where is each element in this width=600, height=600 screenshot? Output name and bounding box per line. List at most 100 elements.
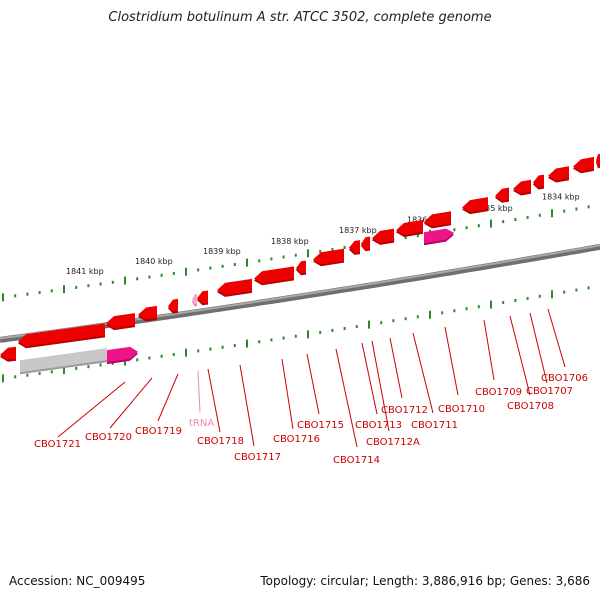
cds-feature[interactable]: [217, 278, 252, 297]
cds-feature-body: [596, 153, 600, 167]
cds-feature-body: [138, 305, 157, 320]
scale-label: 1838 kbp: [271, 237, 309, 246]
cds-feature[interactable]: [573, 156, 594, 174]
cds-feature-body: [168, 298, 178, 312]
gene-label[interactable]: CBO1711: [411, 420, 458, 431]
cds-feature-body: [18, 323, 105, 347]
gene-label[interactable]: CBO1712: [381, 405, 428, 416]
callout-line: [109, 377, 153, 429]
gene-label[interactable]: CBO1710: [438, 404, 485, 415]
callout-line: [57, 381, 126, 438]
gene-label[interactable]: CBO1716: [273, 434, 320, 445]
cds-feature[interactable]: [349, 240, 360, 255]
scale-label: 1837 kbp: [339, 226, 377, 235]
cds-feature[interactable]: [424, 211, 451, 229]
scale-label: 1834 kbp: [542, 193, 580, 202]
callout-line: [157, 373, 179, 422]
gene-label[interactable]: CBO1706: [541, 373, 588, 384]
gene-label[interactable]: CBO1712A: [366, 437, 420, 448]
cds-feature[interactable]: [533, 174, 544, 190]
cds-feature[interactable]: [548, 166, 569, 183]
callout-line: [281, 358, 294, 430]
cds-feature[interactable]: [0, 346, 16, 362]
gene-label[interactable]: CBO1707: [526, 386, 573, 397]
cds-feature[interactable]: [296, 260, 306, 276]
cds-feature-body: [313, 248, 344, 265]
cds-feature-body: [424, 211, 451, 227]
cds-feature-body: [217, 278, 252, 295]
cds-feature-body: [0, 346, 16, 360]
gene-label[interactable]: CBO1721: [34, 439, 81, 450]
cds-feature[interactable]: [18, 323, 105, 349]
cds-feature[interactable]: [254, 266, 294, 286]
callout-line: [207, 368, 221, 433]
callout-line: [371, 340, 390, 432]
topology-text: Topology: circular; Length: 3,886,916 bp…: [260, 574, 590, 588]
inner-tick-ring: [2, 286, 590, 383]
cds-feature[interactable]: [513, 179, 531, 196]
cds-feature-body: [513, 179, 531, 194]
callout-line: [389, 337, 403, 399]
callout-line: [197, 370, 201, 413]
cds-feature-body: [296, 260, 306, 274]
gene-label[interactable]: CBO1709: [475, 387, 522, 398]
callout-line: [509, 315, 531, 396]
cds-feature[interactable]: [396, 219, 423, 237]
cds-feature[interactable]: [313, 248, 344, 267]
accession-text: Accession: NC_009495: [9, 574, 146, 588]
cds-feature[interactable]: [168, 298, 178, 314]
callout-line: [335, 348, 358, 448]
cds-feature-body: [396, 219, 423, 235]
cds-feature-body: [372, 228, 394, 243]
trna-feature[interactable]: [192, 294, 197, 307]
scale-label: 1836 kbp: [407, 215, 445, 224]
gene-label[interactable]: CBO1718: [197, 436, 244, 447]
cds-feature[interactable]: [138, 305, 157, 322]
rrna-feature[interactable]: [424, 228, 454, 246]
scale-label: 1840 kbp: [135, 257, 173, 266]
gene-label[interactable]: CBO1715: [297, 420, 344, 431]
gene-label[interactable]: tRNA: [189, 418, 214, 429]
cds-feature-body: [533, 174, 544, 188]
gene-label[interactable]: CBO1708: [507, 401, 554, 412]
cds-feature-body: [548, 166, 569, 181]
callout-line: [306, 353, 320, 415]
callout-line: [529, 312, 548, 384]
callout-line: [412, 332, 434, 414]
scale-label: 1841 kbp: [66, 267, 104, 276]
grey-block: [20, 348, 107, 373]
cds-feature[interactable]: [106, 313, 135, 331]
callout-line: [361, 342, 378, 415]
cds-feature-body: [573, 156, 594, 172]
cds-feature[interactable]: [372, 228, 394, 245]
cds-feature[interactable]: [495, 187, 509, 203]
callout-line: [547, 308, 566, 368]
cds-feature-body: [197, 290, 208, 304]
cds-feature[interactable]: [462, 197, 488, 215]
callout-line: [444, 326, 459, 396]
cds-feature[interactable]: [361, 236, 370, 252]
cds-feature[interactable]: [596, 153, 600, 169]
gene-label[interactable]: CBO1713: [355, 420, 402, 431]
callout-line: [239, 364, 255, 447]
gene-label[interactable]: CBO1719: [135, 426, 182, 437]
trna-feature-body: [192, 294, 197, 305]
rna-feature[interactable]: [107, 346, 138, 365]
rna-feature-body: [107, 346, 138, 363]
scale-label: 1839 kbp: [203, 247, 241, 256]
gene-label[interactable]: CBO1717: [234, 452, 281, 463]
scale-labels: 1841 kbp 1840 kbp 1839 kbp 1838 kbp 1837 kbp…: [66, 193, 580, 277]
cds-feature-body: [106, 313, 135, 329]
cds-feature-body: [254, 266, 294, 284]
cds-feature-body: [361, 236, 370, 250]
cds-feature-body: [349, 240, 360, 253]
map-title: Clostridium botulinum A str. ATCC 3502, …: [108, 10, 492, 25]
rrna-feature-body: [424, 228, 454, 244]
gene-label[interactable]: CBO1720: [85, 432, 132, 443]
cds-feature[interactable]: [197, 290, 208, 306]
gene-label[interactable]: CBO1714: [333, 455, 380, 466]
callout-line: [483, 319, 495, 381]
cds-feature-body: [462, 197, 488, 213]
